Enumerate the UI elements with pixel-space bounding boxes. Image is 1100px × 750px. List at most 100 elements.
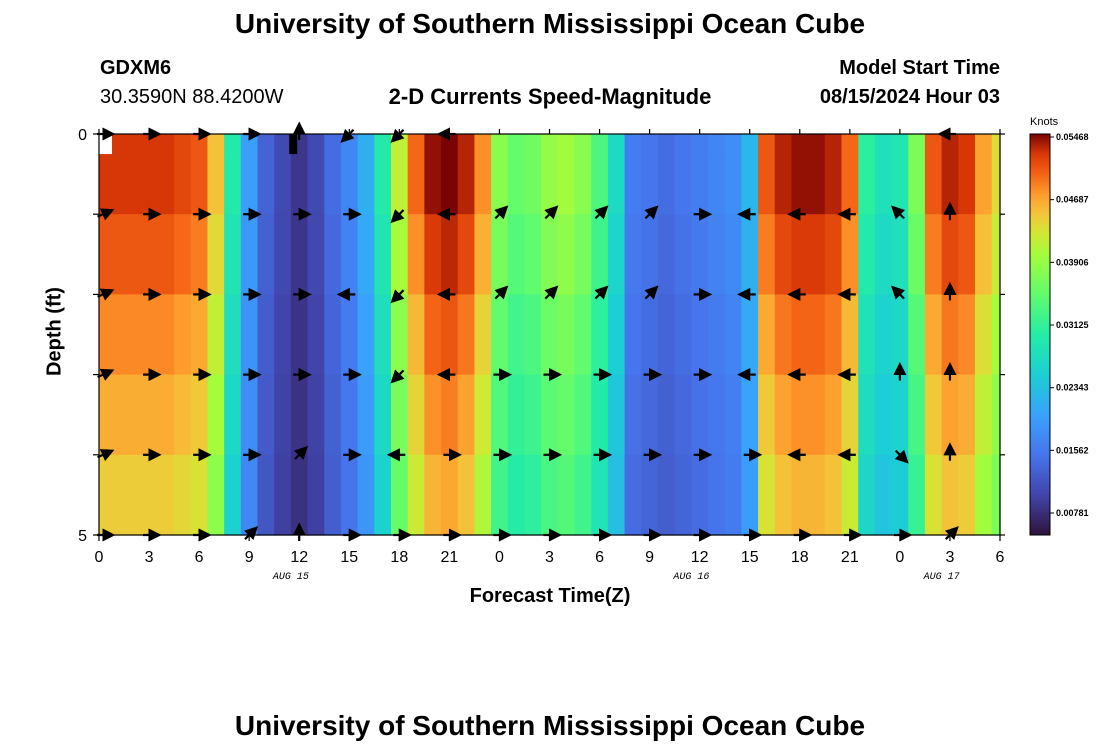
heatmap-cell [357,454,375,536]
heatmap-cell [574,454,592,536]
heatmap-cell [257,214,275,295]
heatmap-cell [674,374,692,456]
heatmap-cell [574,154,592,215]
heatmap-cell [808,294,826,376]
heatmap-cell [340,374,359,456]
heatmap-cell [307,134,325,155]
x-tick-label: 21 [440,549,458,566]
heatmap-cell [190,374,209,456]
heatmap-cell [891,454,909,536]
heatmap-cell [424,294,442,376]
heatmap-cell [574,294,592,376]
colorbar-gradient [1029,133,1051,536]
heatmap-cell [541,214,559,295]
y-axis-label: Depth (ft) [43,287,66,376]
heatmap-cell [708,154,726,215]
heatmap-cell [207,374,225,456]
chart-title: 2-D Currents Speed-Magnitude [388,84,712,109]
colorbar-tick-label: 0.03125 [1056,320,1089,330]
heatmap-cell [407,294,425,376]
heatmap-cell [457,374,476,456]
heatmap-cell [441,214,459,295]
heatmap-cell [691,154,709,215]
heatmap-cell [708,214,726,295]
heatmap-cell [758,454,776,536]
heatmap-cell [240,134,259,155]
current-vector-arrow [390,369,405,384]
x-tick-label: 15 [340,549,358,566]
current-vector-arrow [544,285,559,300]
heatmap-cell [157,154,175,215]
heatmap-cell [507,214,526,295]
y-tick-label: 5 [78,528,87,545]
heatmap-cell [624,154,642,215]
heatmap-cell [390,134,409,155]
heatmap-cell [274,374,292,456]
heatmap-cell [641,134,659,155]
heatmap-cell [107,454,125,536]
heatmap-cell [474,454,492,536]
heatmap-cell [591,154,609,215]
heatmap-cell [407,374,425,456]
heatmap-cell [841,374,859,456]
heatmap-cell [824,374,843,456]
heatmap-cell [491,134,509,155]
heatmap-cell [507,294,526,376]
x-tick-label: 6 [195,549,204,566]
heatmap-cell [357,134,375,155]
heatmap-cell [140,134,158,155]
heatmap-cell [207,154,225,215]
heatmap-cell [657,294,676,376]
heatmap-cell [941,134,959,155]
date-label: AUG 15 [272,572,309,583]
heatmap-cell [674,214,692,295]
heatmap-cell [491,374,509,456]
current-vector-arrow [891,205,906,220]
heatmap-cell [908,454,926,536]
current-vector-arrow [891,285,906,300]
current-vector-arrow [644,285,659,300]
heatmap-cell [607,154,626,215]
current-vector-arrow [294,445,309,460]
heatmap-cell [224,154,242,215]
station-id: GDXM6 [100,57,172,79]
heatmap-cell [591,374,609,456]
heatmap-cell [924,214,943,295]
heatmap-cell [974,214,993,295]
heatmap-cell [641,214,659,295]
heatmap-cell [274,454,292,536]
heatmap-cell [557,214,576,295]
heatmap-cell [724,214,742,295]
heatmap-cell [357,154,375,215]
heatmap-cell [808,374,826,456]
heatmap-cell [240,374,259,456]
heatmap-cell [791,214,809,295]
heatmap-cell [107,154,125,215]
heatmap-cell [824,154,843,215]
heatmap-cell [374,154,392,215]
heatmap-cell [324,374,342,456]
y-tick-label: 0 [78,127,87,144]
heatmap-cell [307,294,325,376]
heatmap-cell [357,374,375,456]
heatmap-cell [357,214,375,295]
current-vector-arrow [894,449,909,464]
heatmap-cell [524,374,542,456]
heatmap-cell [674,134,692,155]
heatmap-cell [858,134,876,155]
heatmap-cell [257,134,275,155]
heatmap-cell [224,374,242,456]
heatmap-cell [524,134,542,155]
heatmap-cell [691,134,709,155]
current-vector-arrow [544,205,559,220]
heatmap-cell [758,154,776,215]
heatmap-cell [774,374,793,456]
heatmap-cell [624,134,642,155]
current-vector-arrow [390,209,405,224]
heatmap-cell [457,214,476,295]
heatmap-cell [774,294,793,376]
heatmap-cell [140,214,158,295]
heatmap-cell [708,374,726,456]
x-tick-label: 0 [895,549,904,566]
heatmap-cell [607,374,626,456]
